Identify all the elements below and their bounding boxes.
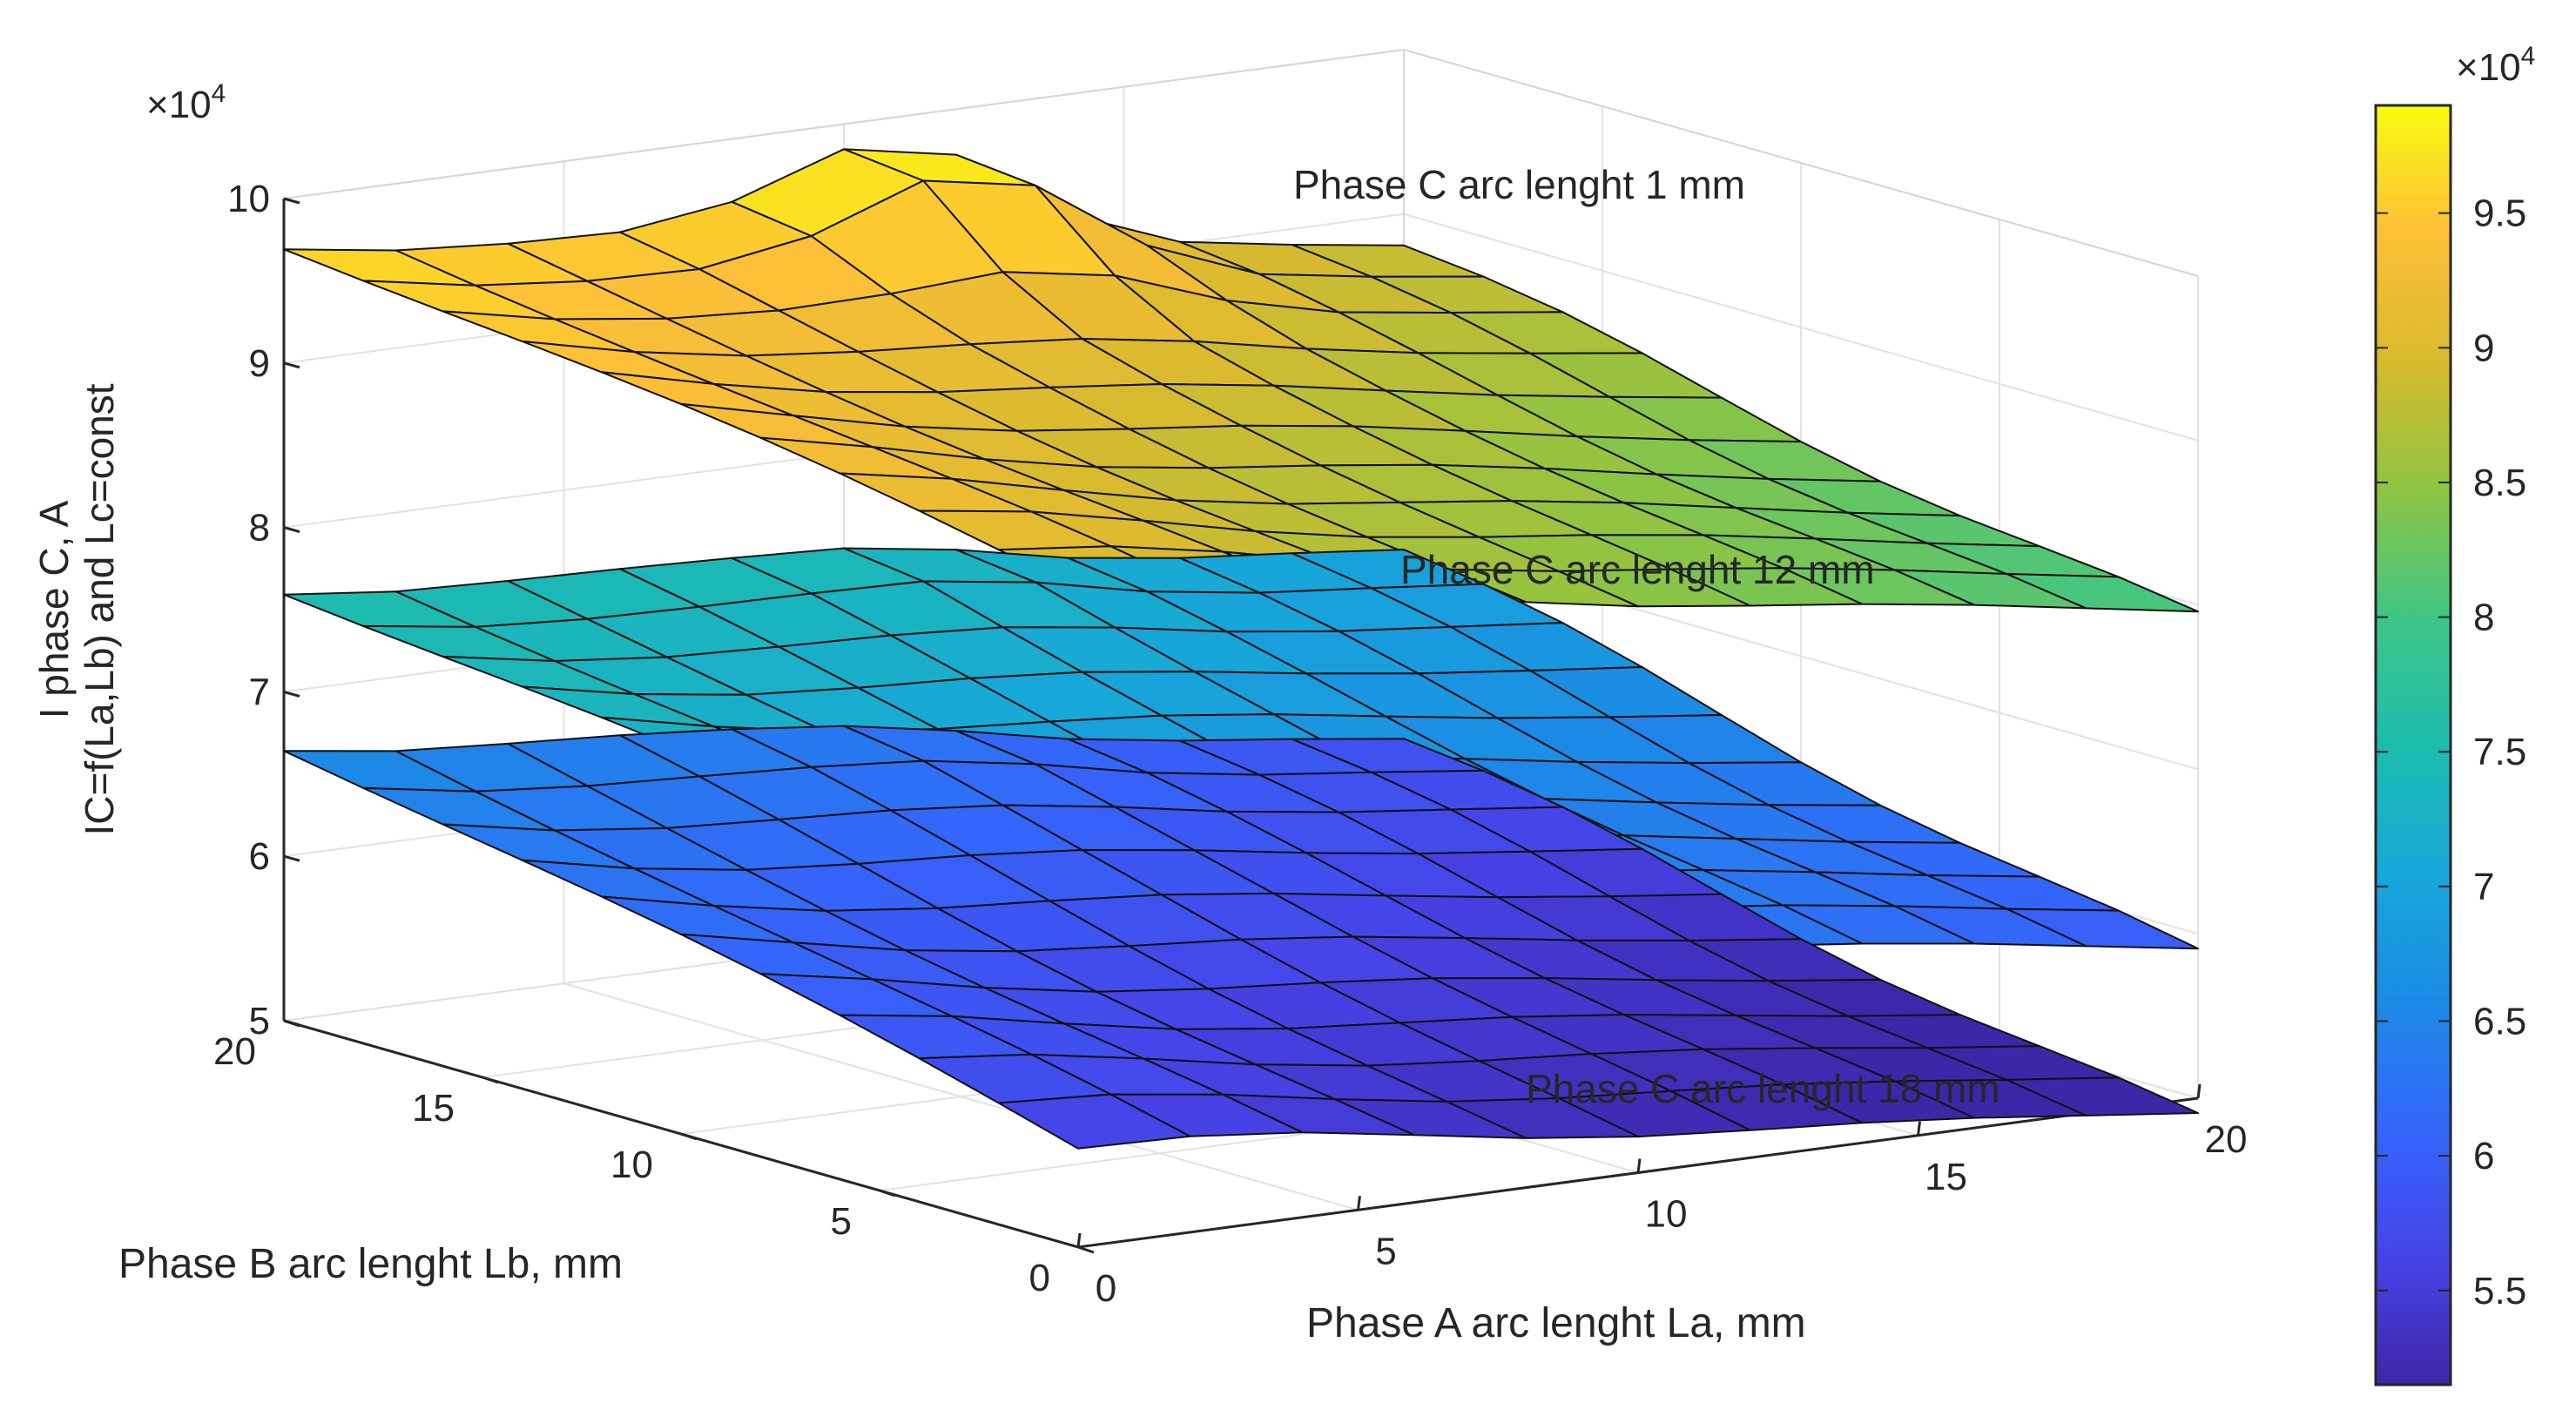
x-tick — [1917, 1121, 1921, 1136]
z-axis-label-line1: I phase C, A — [31, 500, 77, 718]
axes-box — [282, 197, 2202, 1254]
z-tick — [283, 690, 300, 698]
surface-1 — [283, 148, 2199, 613]
surface-label-2: Phase C arc lenght 12 mm — [1400, 547, 1875, 592]
x-tick — [1076, 1232, 1082, 1248]
y-tick-label: 15 — [412, 1087, 455, 1130]
y-tick-label: 20 — [213, 1030, 256, 1073]
z-tick-label: 9 — [249, 342, 270, 385]
surface-label-1: Phase C arc lenght 1 mm — [1293, 162, 1745, 207]
y-tick-label: 10 — [610, 1144, 653, 1186]
y-tick — [879, 1189, 896, 1197]
z-tick — [283, 854, 300, 862]
colorbar-tick-label: 9.5 — [2473, 192, 2526, 235]
x-tick-label: 5 — [1375, 1230, 1396, 1272]
z-tick-label: 5 — [249, 1000, 270, 1042]
x-tick-label: 10 — [1645, 1193, 1688, 1236]
colorbar-tick-label: 6 — [2473, 1135, 2494, 1177]
z-tick — [283, 197, 300, 205]
z-axis-label-line2: IC=f(La,Lb) and Lc=const — [77, 383, 122, 835]
box-back-edge — [283, 48, 2199, 277]
surface-label-3: Phase C arc lenght 18 mm — [1526, 1066, 2000, 1111]
surface-cell — [997, 1093, 1191, 1150]
z-tick — [283, 361, 300, 369]
z-tick — [283, 526, 300, 534]
surfaces — [283, 148, 2199, 1150]
z-tick-label: 7 — [249, 671, 270, 713]
x-tick — [1357, 1196, 1361, 1211]
x-tick — [2196, 1083, 2202, 1099]
z-tick-label: 8 — [249, 507, 270, 550]
z-tick-label: 6 — [249, 835, 270, 878]
x-tick-label: 0 — [1096, 1267, 1116, 1310]
y-tick-label: 5 — [831, 1200, 852, 1243]
y-axis-label: Phase B arc lenght Lb, mm — [118, 1241, 623, 1287]
colorbar-tick-label: 6.5 — [2473, 1000, 2526, 1042]
y-tick — [482, 1076, 499, 1084]
colorbar-tick-label: 7 — [2473, 866, 2494, 908]
y-tick — [1077, 1245, 1095, 1254]
z-tick-label: 10 — [227, 178, 270, 220]
y-tick — [680, 1132, 698, 1141]
y-tick-label: 0 — [1029, 1257, 1050, 1299]
colorbar-ticks: 5.5 6 6.5 7 7.5 8 8.5 9 9.5 — [2376, 192, 2526, 1312]
colorbar — [2374, 104, 2452, 1386]
colorbar-tick-label: 8.5 — [2473, 462, 2526, 504]
colorbar-tick-label: 5.5 — [2473, 1270, 2526, 1312]
colorbar-tick-label: 8 — [2473, 597, 2494, 639]
x-axis-label: Phase A arc lenght La, mm — [1306, 1300, 1806, 1346]
x-tick — [1636, 1158, 1642, 1173]
colorbar-multiplier: ×104 — [2456, 42, 2535, 89]
z-tick — [283, 1019, 300, 1027]
z-multiplier: ×104 — [146, 79, 226, 126]
x-tick-label: 20 — [2205, 1118, 2248, 1161]
x-tick-label: 15 — [1925, 1156, 1967, 1198]
colorbar-tick-label: 9 — [2473, 327, 2494, 369]
surface-3 — [283, 725, 2199, 1150]
colorbar-tick-label: 7.5 — [2473, 731, 2526, 773]
